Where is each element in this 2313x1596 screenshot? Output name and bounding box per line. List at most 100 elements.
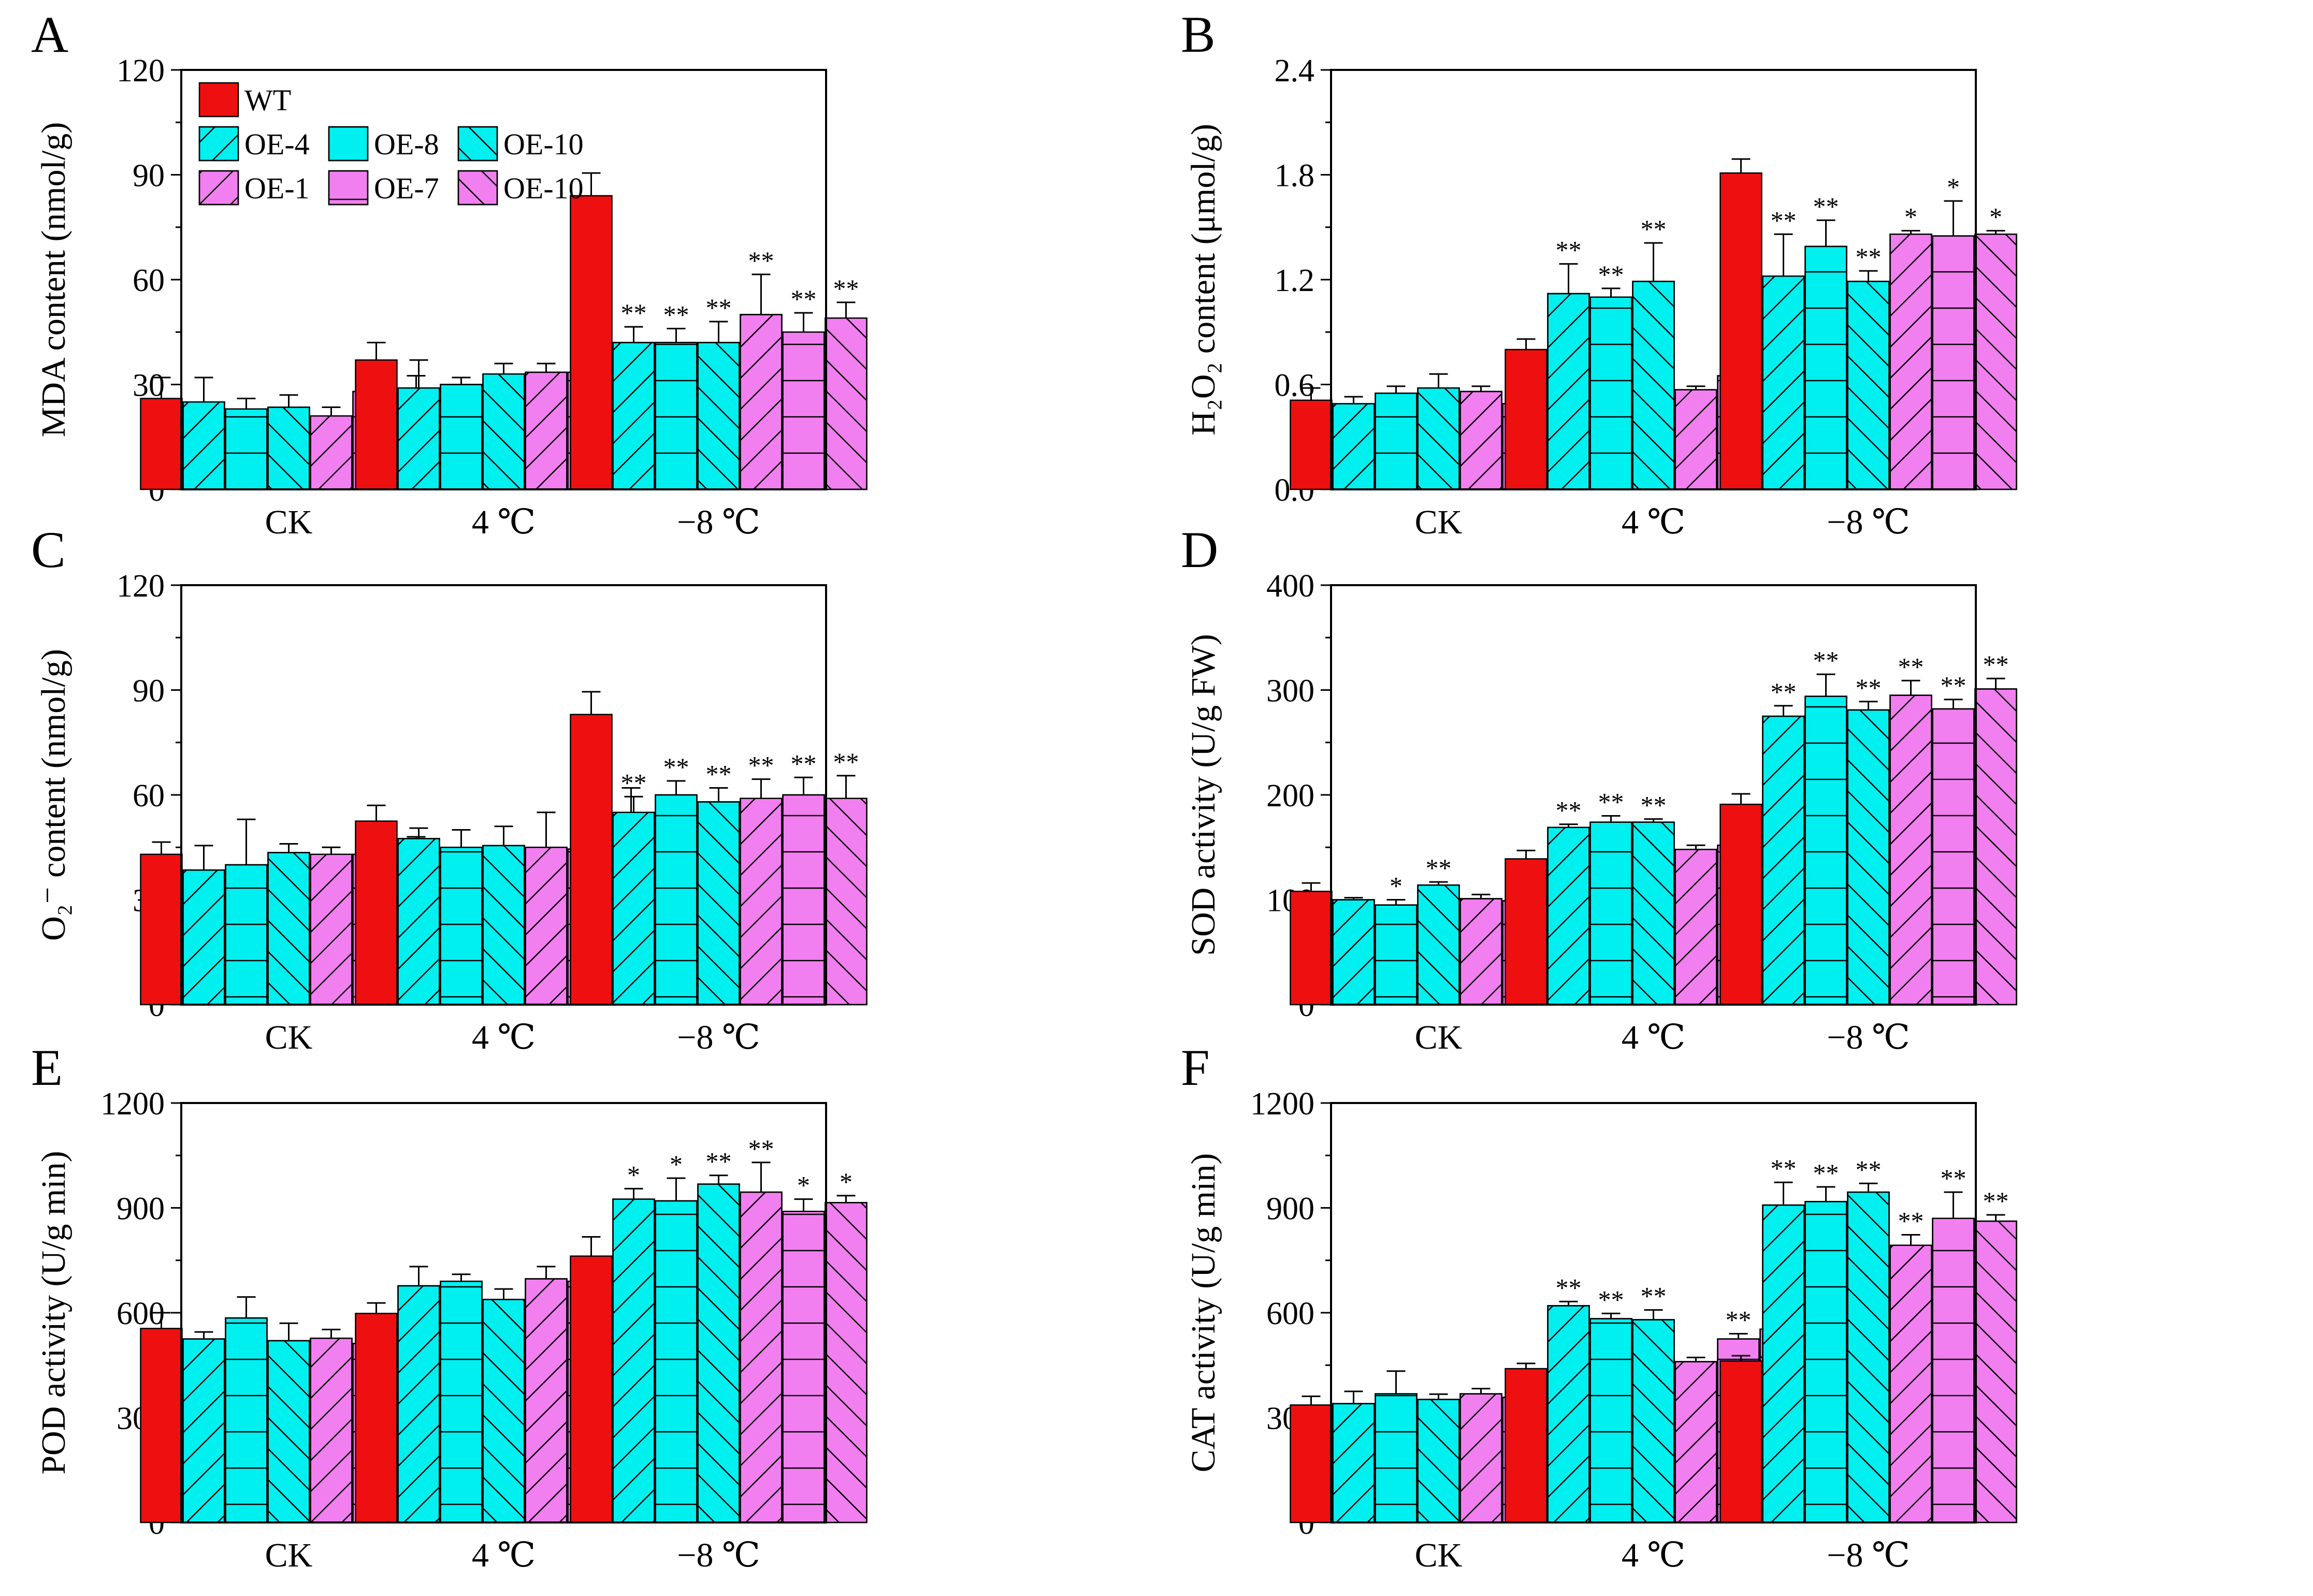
bar-hatch (782, 794, 825, 1006)
bar-hatch (1417, 884, 1460, 1006)
bar-hatch (1459, 1393, 1502, 1524)
significance-mark: ** (1726, 1305, 1752, 1334)
significance-mark: ** (1856, 1155, 1882, 1184)
bar-hatch (1847, 281, 1890, 490)
x-tick-label: 4 ℃ (472, 1019, 536, 1056)
bar-hatch (1932, 235, 1975, 490)
x-tick-label: CK (1415, 503, 1463, 541)
significance-mark: ** (1598, 260, 1624, 289)
panel-label: F (1181, 1039, 1210, 1096)
bar-hatch (697, 1183, 740, 1524)
bar-hatch (782, 331, 825, 490)
significance-mark: ** (1641, 1282, 1667, 1311)
bar-hatch (825, 1202, 868, 1524)
significance-mark: ** (1898, 652, 1924, 681)
y-tick-label: 2.4 (1275, 53, 1315, 89)
y-tick-label: 120 (117, 569, 165, 604)
bar (1505, 349, 1548, 490)
significance-mark: ** (621, 298, 647, 327)
x-tick-label: −8 ℃ (677, 1536, 760, 1574)
bar-hatch (1974, 234, 2017, 490)
bar-hatch (1932, 708, 1975, 1006)
y-tick-label: 600 (117, 1296, 165, 1331)
significance-mark: ** (706, 1147, 732, 1176)
bar (1719, 803, 1762, 1006)
significance-mark: ** (1598, 1285, 1624, 1314)
bar (140, 1328, 183, 1524)
significance-mark: ** (663, 300, 689, 329)
bar-hatch (1762, 715, 1805, 1006)
significance-mark: ** (1813, 1158, 1839, 1187)
panel-label: E (31, 1039, 63, 1096)
significance-mark: ** (1941, 671, 1967, 700)
bar (140, 853, 183, 1006)
bar-hatch (1804, 695, 1847, 1006)
x-tick-label: 4 ℃ (472, 503, 536, 541)
significance-mark: ** (706, 293, 732, 322)
bar-hatch (525, 1278, 568, 1524)
legend-swatch-hatch (457, 126, 498, 162)
significance-mark: * (840, 1167, 852, 1196)
bar-hatch (1847, 709, 1890, 1006)
bar (1719, 172, 1762, 490)
x-tick-label: 4 ℃ (1622, 1019, 1685, 1056)
panel-f: F03006009001200CAT activity (U/g min)CK*… (1181, 1039, 2017, 1574)
legend-swatch-hatch (457, 170, 498, 206)
bar-hatch (1547, 293, 1590, 490)
bar-hatch (740, 1191, 783, 1524)
y-tick-label: 0.6 (1275, 368, 1315, 403)
significance-mark: ** (663, 752, 689, 781)
bar-hatch (1632, 821, 1675, 1006)
bar-hatch (1889, 694, 1932, 1006)
bar-hatch (1804, 245, 1847, 490)
bar-hatch (1674, 389, 1717, 490)
bar-hatch (697, 342, 740, 490)
significance-mark: ** (791, 749, 817, 778)
y-tick-label: 90 (133, 674, 165, 709)
significance-mark: ** (706, 760, 732, 789)
bar-hatch (225, 864, 268, 1006)
bar-hatch (525, 847, 568, 1006)
significance-mark: ** (1598, 788, 1624, 817)
bar-hatch (612, 1198, 655, 1524)
significance-mark: ** (1941, 1164, 1967, 1193)
bar-hatch (612, 811, 655, 1006)
legend-swatch-hatch (328, 126, 369, 162)
y-tick-label: 60 (133, 263, 165, 298)
bar-hatch (440, 384, 483, 490)
bar-hatch (1589, 821, 1632, 1006)
significance-mark: * (627, 1160, 640, 1189)
legend-label: OE-10 (503, 171, 584, 205)
x-tick-label: 4 ℃ (1622, 503, 1685, 541)
bar-hatch (1547, 826, 1590, 1006)
bar-hatch (440, 1281, 483, 1524)
significance-mark: ** (1813, 646, 1839, 675)
y-tick-label: 200 (1266, 778, 1314, 814)
plot-frame (1330, 69, 1977, 490)
bar-hatch (397, 1285, 440, 1524)
significance-mark: ** (1426, 853, 1452, 882)
bar-hatch (310, 853, 353, 1006)
significance-mark: ** (748, 246, 774, 275)
significance-mark: ** (1641, 214, 1667, 243)
significance-mark: ** (1641, 791, 1667, 820)
x-tick-label: CK (265, 503, 313, 541)
bar-hatch (482, 373, 525, 490)
panel-d: D0100200300400SOD activity (U/g FW)***CK… (1181, 521, 2017, 1056)
plot-frame (1330, 1102, 1977, 1524)
bar-hatch (225, 408, 268, 490)
significance-mark: ** (833, 747, 859, 776)
bar-hatch (1547, 1305, 1590, 1524)
legend-swatch (198, 82, 239, 118)
bar-hatch (1589, 296, 1632, 490)
bar-hatch (1974, 1220, 2017, 1524)
bar-hatch (267, 852, 310, 1006)
bar (355, 1313, 398, 1524)
significance-mark: ** (1556, 796, 1582, 825)
bar-hatch (782, 1211, 825, 1524)
x-tick-label: 4 ℃ (1622, 1536, 1685, 1574)
x-tick-label: CK (265, 1536, 313, 1574)
significance-mark: ** (833, 274, 859, 303)
